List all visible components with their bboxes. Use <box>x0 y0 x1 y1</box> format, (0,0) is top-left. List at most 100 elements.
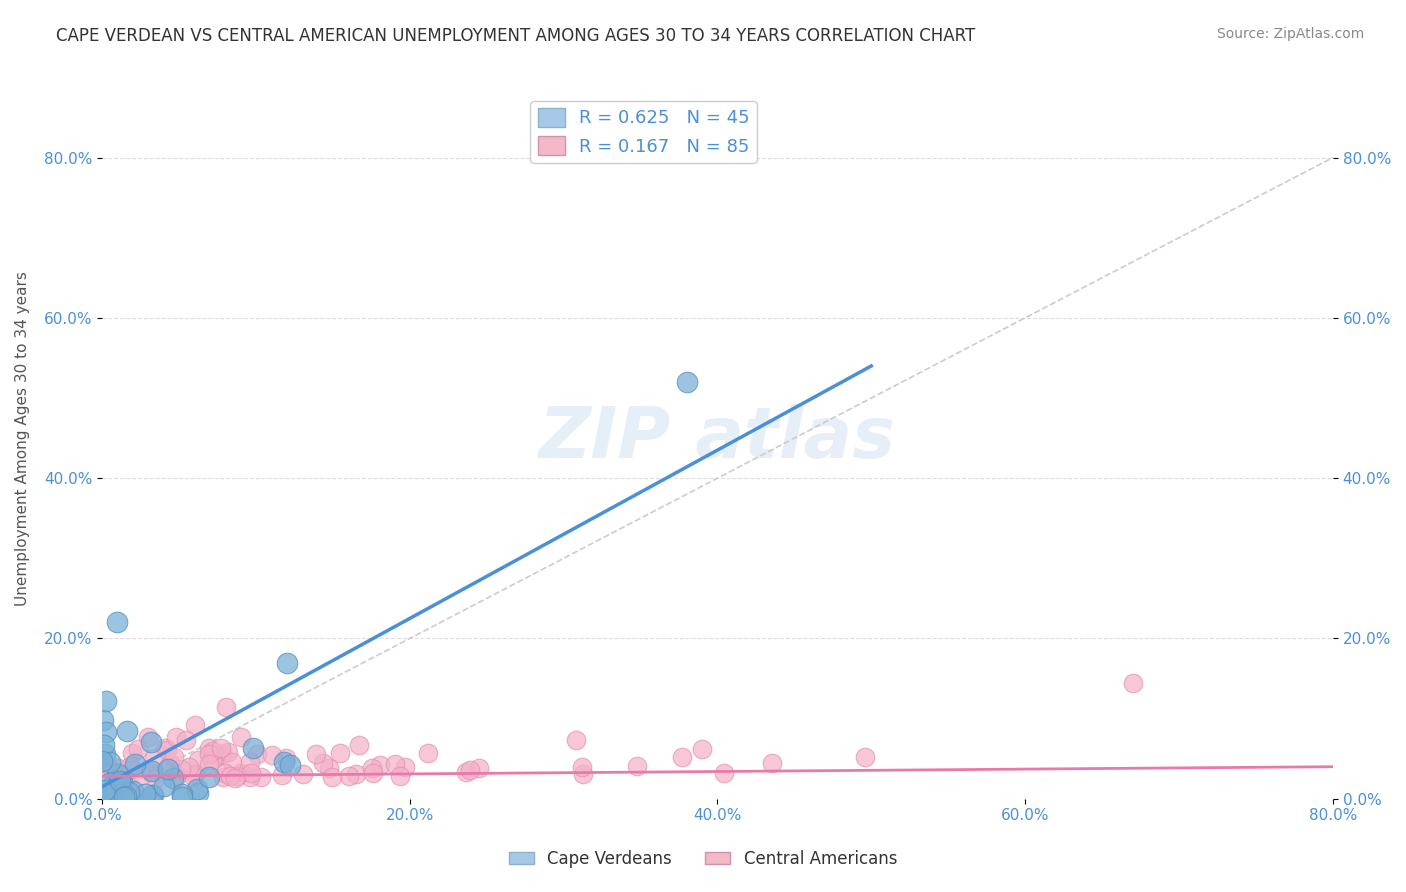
Point <box>184 767 207 781</box>
Point <box>134 787 156 801</box>
Point <box>143 750 166 764</box>
Point <box>145 771 167 785</box>
Point <box>111 775 134 789</box>
Point <box>361 765 384 780</box>
Point <box>96 694 118 708</box>
Point <box>229 766 252 780</box>
Point <box>454 765 477 780</box>
Point <box>198 757 221 772</box>
Point <box>139 764 162 779</box>
Point <box>165 770 187 784</box>
Point <box>105 771 128 785</box>
Point <box>136 731 159 745</box>
Point <box>761 756 783 770</box>
Point <box>384 757 406 772</box>
Point <box>111 789 134 804</box>
Point <box>219 769 242 783</box>
Point <box>853 749 876 764</box>
Point <box>292 767 315 781</box>
Point <box>361 761 384 775</box>
Point <box>224 771 246 785</box>
Point <box>713 766 735 780</box>
Point <box>153 779 176 793</box>
Point <box>209 741 232 756</box>
Point <box>117 785 139 799</box>
Point <box>117 724 139 739</box>
Point <box>270 768 292 782</box>
Point <box>111 775 134 789</box>
Point <box>96 758 118 772</box>
Point <box>139 790 162 805</box>
Point <box>368 758 391 772</box>
Point <box>239 770 262 784</box>
Point <box>197 740 219 755</box>
Point <box>198 747 221 761</box>
Point <box>110 781 132 796</box>
Point <box>156 743 179 757</box>
Point <box>207 749 229 764</box>
Point <box>170 790 193 805</box>
Point <box>96 787 118 801</box>
Point <box>121 746 143 760</box>
Point <box>93 783 115 797</box>
Point <box>215 700 238 714</box>
Point <box>571 760 593 774</box>
Point <box>329 746 352 760</box>
Point <box>103 775 125 789</box>
Point <box>221 755 243 769</box>
Point <box>231 731 253 745</box>
Point <box>460 763 482 777</box>
Point <box>186 781 208 796</box>
Point <box>183 717 205 731</box>
Point <box>187 753 209 767</box>
Point <box>141 734 163 748</box>
Legend: R = 0.625   N = 45, R = 0.167   N = 85: R = 0.625 N = 45, R = 0.167 N = 85 <box>530 101 756 163</box>
Point <box>98 756 121 770</box>
Point <box>239 765 262 780</box>
Point <box>153 741 176 756</box>
Point <box>389 769 412 783</box>
Point <box>198 770 221 784</box>
Point <box>165 731 187 745</box>
Point <box>124 757 146 772</box>
Point <box>93 738 115 752</box>
Point <box>181 769 204 783</box>
Point <box>120 763 142 777</box>
Point <box>141 788 163 802</box>
Point <box>179 760 201 774</box>
Point <box>250 770 273 784</box>
Point <box>416 746 439 760</box>
Point <box>170 787 193 801</box>
Point <box>565 733 588 747</box>
Point <box>115 789 138 803</box>
Point <box>217 745 239 759</box>
Point <box>318 761 340 775</box>
Point <box>110 769 132 783</box>
Point <box>107 767 129 781</box>
Point <box>107 761 129 775</box>
Point <box>242 741 264 756</box>
Point <box>278 758 301 772</box>
Point <box>101 787 124 801</box>
Point <box>211 747 233 761</box>
Point <box>394 760 416 774</box>
Point <box>108 774 131 789</box>
Point <box>571 767 593 781</box>
Point <box>174 733 197 747</box>
Point <box>91 754 114 768</box>
Point <box>91 760 114 774</box>
Point <box>127 742 149 756</box>
Point <box>162 750 184 764</box>
Point <box>202 744 225 758</box>
Point <box>187 786 209 800</box>
Point <box>214 766 236 780</box>
Point <box>120 758 142 772</box>
Point <box>276 656 298 670</box>
Point <box>142 789 165 803</box>
Point <box>312 756 335 771</box>
Point <box>94 747 117 761</box>
Point <box>169 762 191 776</box>
Point <box>141 764 163 778</box>
Point <box>121 784 143 798</box>
Point <box>91 713 114 727</box>
